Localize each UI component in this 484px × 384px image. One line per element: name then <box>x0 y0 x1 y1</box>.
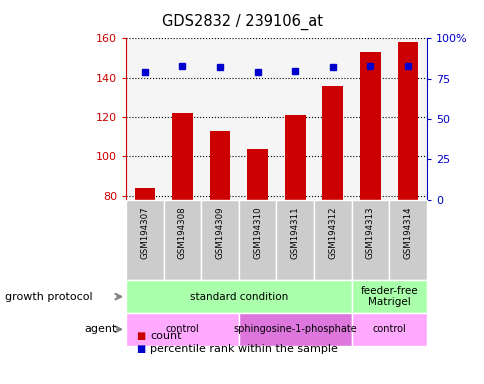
Text: GSM194312: GSM194312 <box>328 206 337 259</box>
Bar <box>388 200 426 280</box>
Bar <box>126 313 238 346</box>
Text: feeder-free
Matrigel: feeder-free Matrigel <box>360 286 417 308</box>
Bar <box>238 200 276 280</box>
Bar <box>201 200 238 280</box>
Text: GDS2832 / 239106_at: GDS2832 / 239106_at <box>162 13 322 30</box>
Bar <box>238 313 351 346</box>
Bar <box>209 131 230 200</box>
Text: agent: agent <box>85 324 117 334</box>
Text: GSM194307: GSM194307 <box>140 206 149 259</box>
Bar <box>351 313 426 346</box>
Bar <box>172 113 193 200</box>
Bar <box>247 149 268 200</box>
Bar <box>313 200 351 280</box>
Bar <box>126 280 351 313</box>
Bar <box>276 200 313 280</box>
Bar <box>126 200 164 280</box>
Bar <box>322 86 343 200</box>
Bar <box>284 115 305 200</box>
Bar <box>351 280 426 313</box>
Text: ■: ■ <box>136 331 145 341</box>
Text: GSM194309: GSM194309 <box>215 206 224 259</box>
Bar <box>134 188 155 200</box>
Text: control: control <box>165 324 199 334</box>
Text: GSM194310: GSM194310 <box>253 206 262 259</box>
Text: sphingosine-1-phosphate: sphingosine-1-phosphate <box>233 324 356 334</box>
Text: percentile rank within the sample: percentile rank within the sample <box>150 344 337 354</box>
Bar <box>164 200 201 280</box>
Text: ■: ■ <box>136 344 145 354</box>
Bar <box>397 42 418 200</box>
Text: growth protocol: growth protocol <box>5 291 92 302</box>
Text: GSM194313: GSM194313 <box>365 206 374 259</box>
Text: count: count <box>150 331 182 341</box>
Text: GSM194314: GSM194314 <box>403 206 412 259</box>
Text: control: control <box>372 324 405 334</box>
Text: standard condition: standard condition <box>189 291 287 302</box>
Bar <box>359 52 380 200</box>
Text: GSM194308: GSM194308 <box>178 206 187 259</box>
Bar <box>351 200 388 280</box>
Text: GSM194311: GSM194311 <box>290 206 299 259</box>
